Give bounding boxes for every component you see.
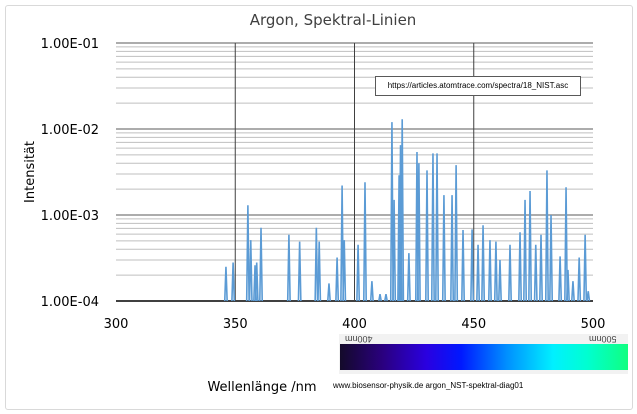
spectral-line — [564, 187, 569, 302]
spectral-line — [369, 281, 374, 302]
y-tick-label: 1.00E-02 — [41, 123, 99, 138]
y-tick-label: 1.00E-03 — [41, 209, 99, 224]
spectral-line — [586, 291, 591, 302]
spectral-line — [254, 262, 259, 302]
chart-frame — [5, 5, 633, 410]
spectrum-strip: 400nm 500nm — [339, 334, 628, 374]
source-annotation: https://articles.atomtrace.com/spectra/1… — [375, 76, 581, 96]
spectral-line — [245, 205, 250, 302]
spectral-line — [362, 182, 367, 302]
spectral-line — [416, 163, 421, 302]
spectral-line — [523, 199, 528, 302]
spectral-line — [286, 234, 291, 302]
footer-credit: www.biosensor-physik.de argon_NST-spektr… — [333, 381, 524, 390]
x-tick-label: 300 — [104, 317, 129, 332]
spectral-line — [400, 119, 405, 302]
tick-labels: 1.00E-04 1.00E-03 1.00E-02 1.00E-01 300 350 40… — [41, 37, 606, 332]
spectral-line — [392, 199, 397, 302]
spectral-line — [454, 165, 459, 302]
spectral-line — [314, 227, 319, 302]
spectral-line — [342, 240, 347, 302]
spectral-line — [487, 240, 492, 302]
spectral-line — [231, 262, 236, 302]
y-axis-label: Intensität — [23, 141, 38, 203]
spectral-line — [583, 234, 588, 302]
y-tick-label: 1.00E-04 — [41, 295, 99, 310]
spectral-line — [544, 170, 549, 302]
spectral-line — [539, 234, 544, 302]
grid — [116, 42, 593, 302]
spectral-line — [508, 244, 513, 302]
spectral-lines — [223, 119, 591, 302]
spectrum-label-500: 500nm — [589, 334, 617, 344]
spectral-line — [533, 244, 538, 302]
spectral-line — [406, 253, 411, 302]
spectral-line — [297, 241, 302, 302]
spectral-line — [497, 259, 502, 302]
spectral-line — [441, 195, 446, 302]
spectral-line — [461, 229, 466, 302]
spectral-line — [570, 281, 575, 302]
y-tick-label: 1.00E-01 — [41, 37, 99, 52]
spectral-line — [450, 195, 455, 302]
spectral-line — [356, 244, 361, 302]
x-tick-label: 400 — [342, 317, 367, 332]
spectral-line — [223, 266, 228, 302]
spectral-line — [326, 283, 331, 302]
spectral-line — [425, 170, 430, 302]
x-axis-label: Wellenlänge /nm — [207, 380, 316, 395]
spectral-line — [577, 257, 582, 302]
x-tick-label: 500 — [581, 317, 606, 332]
x-tick-label: 450 — [461, 317, 486, 332]
spectral-line — [317, 241, 322, 302]
spectral-line — [518, 232, 523, 302]
spectral-line — [383, 294, 388, 302]
spectral-line — [481, 225, 486, 302]
spectral-line — [470, 229, 475, 302]
chart-title: Argon, Spektral-Linien — [250, 11, 417, 29]
x-tick-label: 350 — [223, 317, 248, 332]
spectral-line — [378, 294, 383, 302]
spectrum-gradient — [340, 344, 628, 370]
spectral-line — [476, 244, 481, 302]
spectral-line — [558, 256, 563, 302]
spectral-line — [389, 122, 394, 302]
spectrum-label-400: 400nm — [345, 334, 373, 344]
spectral-line — [335, 257, 340, 302]
spectral-line — [528, 191, 533, 302]
spectral-line — [493, 241, 498, 302]
spectral-line — [259, 227, 264, 302]
spectral-line — [549, 214, 554, 302]
spectral-line — [435, 153, 440, 302]
spectral-line — [248, 240, 253, 302]
spectral-line — [565, 269, 570, 302]
spectral-line — [340, 185, 345, 302]
spectral-line — [430, 153, 435, 302]
